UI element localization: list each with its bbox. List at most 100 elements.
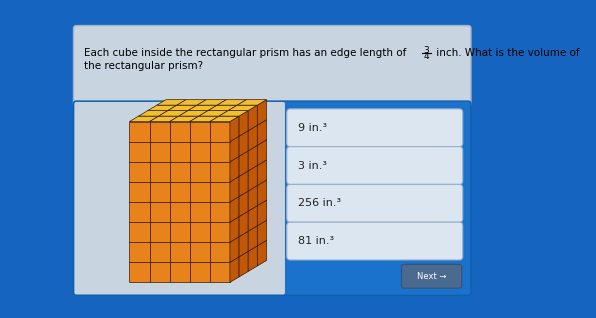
Polygon shape bbox=[217, 100, 246, 105]
FancyBboxPatch shape bbox=[287, 184, 462, 222]
Polygon shape bbox=[239, 131, 248, 156]
Polygon shape bbox=[239, 171, 248, 197]
Text: 81 in.³: 81 in.³ bbox=[298, 236, 334, 246]
Polygon shape bbox=[190, 202, 210, 222]
Polygon shape bbox=[129, 162, 150, 182]
Polygon shape bbox=[170, 202, 190, 222]
Polygon shape bbox=[190, 142, 210, 162]
FancyBboxPatch shape bbox=[402, 264, 462, 288]
Polygon shape bbox=[210, 242, 230, 262]
Polygon shape bbox=[248, 185, 257, 211]
Polygon shape bbox=[190, 162, 210, 182]
Polygon shape bbox=[129, 262, 150, 282]
Polygon shape bbox=[257, 160, 266, 185]
Polygon shape bbox=[150, 116, 179, 121]
Text: 3 in.³: 3 in.³ bbox=[298, 161, 327, 170]
Polygon shape bbox=[190, 222, 210, 242]
Polygon shape bbox=[150, 142, 170, 162]
Polygon shape bbox=[150, 202, 170, 222]
Polygon shape bbox=[230, 156, 239, 182]
Polygon shape bbox=[190, 182, 210, 202]
Polygon shape bbox=[257, 180, 266, 206]
Polygon shape bbox=[129, 242, 150, 262]
Polygon shape bbox=[230, 116, 239, 142]
Polygon shape bbox=[148, 105, 177, 111]
Polygon shape bbox=[190, 242, 210, 262]
Polygon shape bbox=[230, 217, 239, 242]
Polygon shape bbox=[170, 142, 190, 162]
Polygon shape bbox=[210, 121, 230, 142]
Polygon shape bbox=[230, 176, 239, 202]
Polygon shape bbox=[168, 105, 197, 111]
Polygon shape bbox=[129, 182, 150, 202]
Polygon shape bbox=[129, 222, 150, 242]
Polygon shape bbox=[190, 116, 219, 121]
Polygon shape bbox=[170, 262, 190, 282]
Text: Each cube inside the rectangular prism has an edge length of: Each cube inside the rectangular prism h… bbox=[83, 48, 409, 58]
Polygon shape bbox=[208, 105, 237, 111]
Polygon shape bbox=[197, 100, 226, 105]
Polygon shape bbox=[129, 142, 150, 162]
FancyBboxPatch shape bbox=[73, 25, 471, 107]
Polygon shape bbox=[150, 222, 170, 242]
Polygon shape bbox=[210, 262, 230, 282]
Polygon shape bbox=[170, 116, 199, 121]
Polygon shape bbox=[157, 100, 186, 105]
Text: the rectangular prism?: the rectangular prism? bbox=[83, 61, 203, 71]
Text: Next →: Next → bbox=[417, 272, 446, 281]
Polygon shape bbox=[150, 262, 170, 282]
Polygon shape bbox=[239, 231, 248, 257]
FancyBboxPatch shape bbox=[73, 101, 471, 295]
Polygon shape bbox=[230, 197, 239, 222]
Polygon shape bbox=[210, 116, 239, 121]
Polygon shape bbox=[210, 222, 230, 242]
Polygon shape bbox=[239, 191, 248, 217]
Polygon shape bbox=[179, 111, 208, 116]
Polygon shape bbox=[188, 105, 217, 111]
Polygon shape bbox=[248, 165, 257, 191]
Polygon shape bbox=[177, 100, 206, 105]
Polygon shape bbox=[170, 121, 190, 142]
Polygon shape bbox=[248, 125, 257, 151]
Polygon shape bbox=[170, 222, 190, 242]
Polygon shape bbox=[170, 182, 190, 202]
Polygon shape bbox=[150, 121, 170, 142]
Polygon shape bbox=[248, 206, 257, 231]
Polygon shape bbox=[230, 136, 239, 162]
Polygon shape bbox=[159, 111, 188, 116]
Text: 4: 4 bbox=[423, 52, 429, 61]
Polygon shape bbox=[257, 220, 266, 246]
Polygon shape bbox=[239, 251, 248, 277]
Polygon shape bbox=[248, 246, 257, 272]
FancyBboxPatch shape bbox=[287, 222, 462, 260]
Polygon shape bbox=[190, 262, 210, 282]
Polygon shape bbox=[230, 257, 239, 282]
FancyBboxPatch shape bbox=[287, 109, 462, 147]
Polygon shape bbox=[210, 162, 230, 182]
Polygon shape bbox=[228, 105, 257, 111]
Polygon shape bbox=[199, 111, 228, 116]
Polygon shape bbox=[257, 240, 266, 266]
Polygon shape bbox=[150, 182, 170, 202]
FancyBboxPatch shape bbox=[287, 147, 462, 184]
Polygon shape bbox=[210, 142, 230, 162]
Polygon shape bbox=[150, 242, 170, 262]
Text: 9 in.³: 9 in.³ bbox=[298, 123, 327, 133]
Polygon shape bbox=[248, 145, 257, 171]
Polygon shape bbox=[150, 162, 170, 182]
Polygon shape bbox=[219, 111, 248, 116]
Polygon shape bbox=[210, 182, 230, 202]
Polygon shape bbox=[129, 202, 150, 222]
Polygon shape bbox=[257, 120, 266, 145]
Polygon shape bbox=[138, 111, 168, 116]
Polygon shape bbox=[129, 121, 150, 142]
Polygon shape bbox=[239, 151, 248, 176]
Polygon shape bbox=[248, 226, 257, 251]
Polygon shape bbox=[230, 237, 239, 262]
Polygon shape bbox=[237, 100, 266, 105]
Polygon shape bbox=[170, 162, 190, 182]
Polygon shape bbox=[257, 100, 266, 125]
Text: 3: 3 bbox=[423, 46, 429, 55]
Text: 256 in.³: 256 in.³ bbox=[298, 198, 341, 208]
FancyBboxPatch shape bbox=[74, 102, 285, 294]
